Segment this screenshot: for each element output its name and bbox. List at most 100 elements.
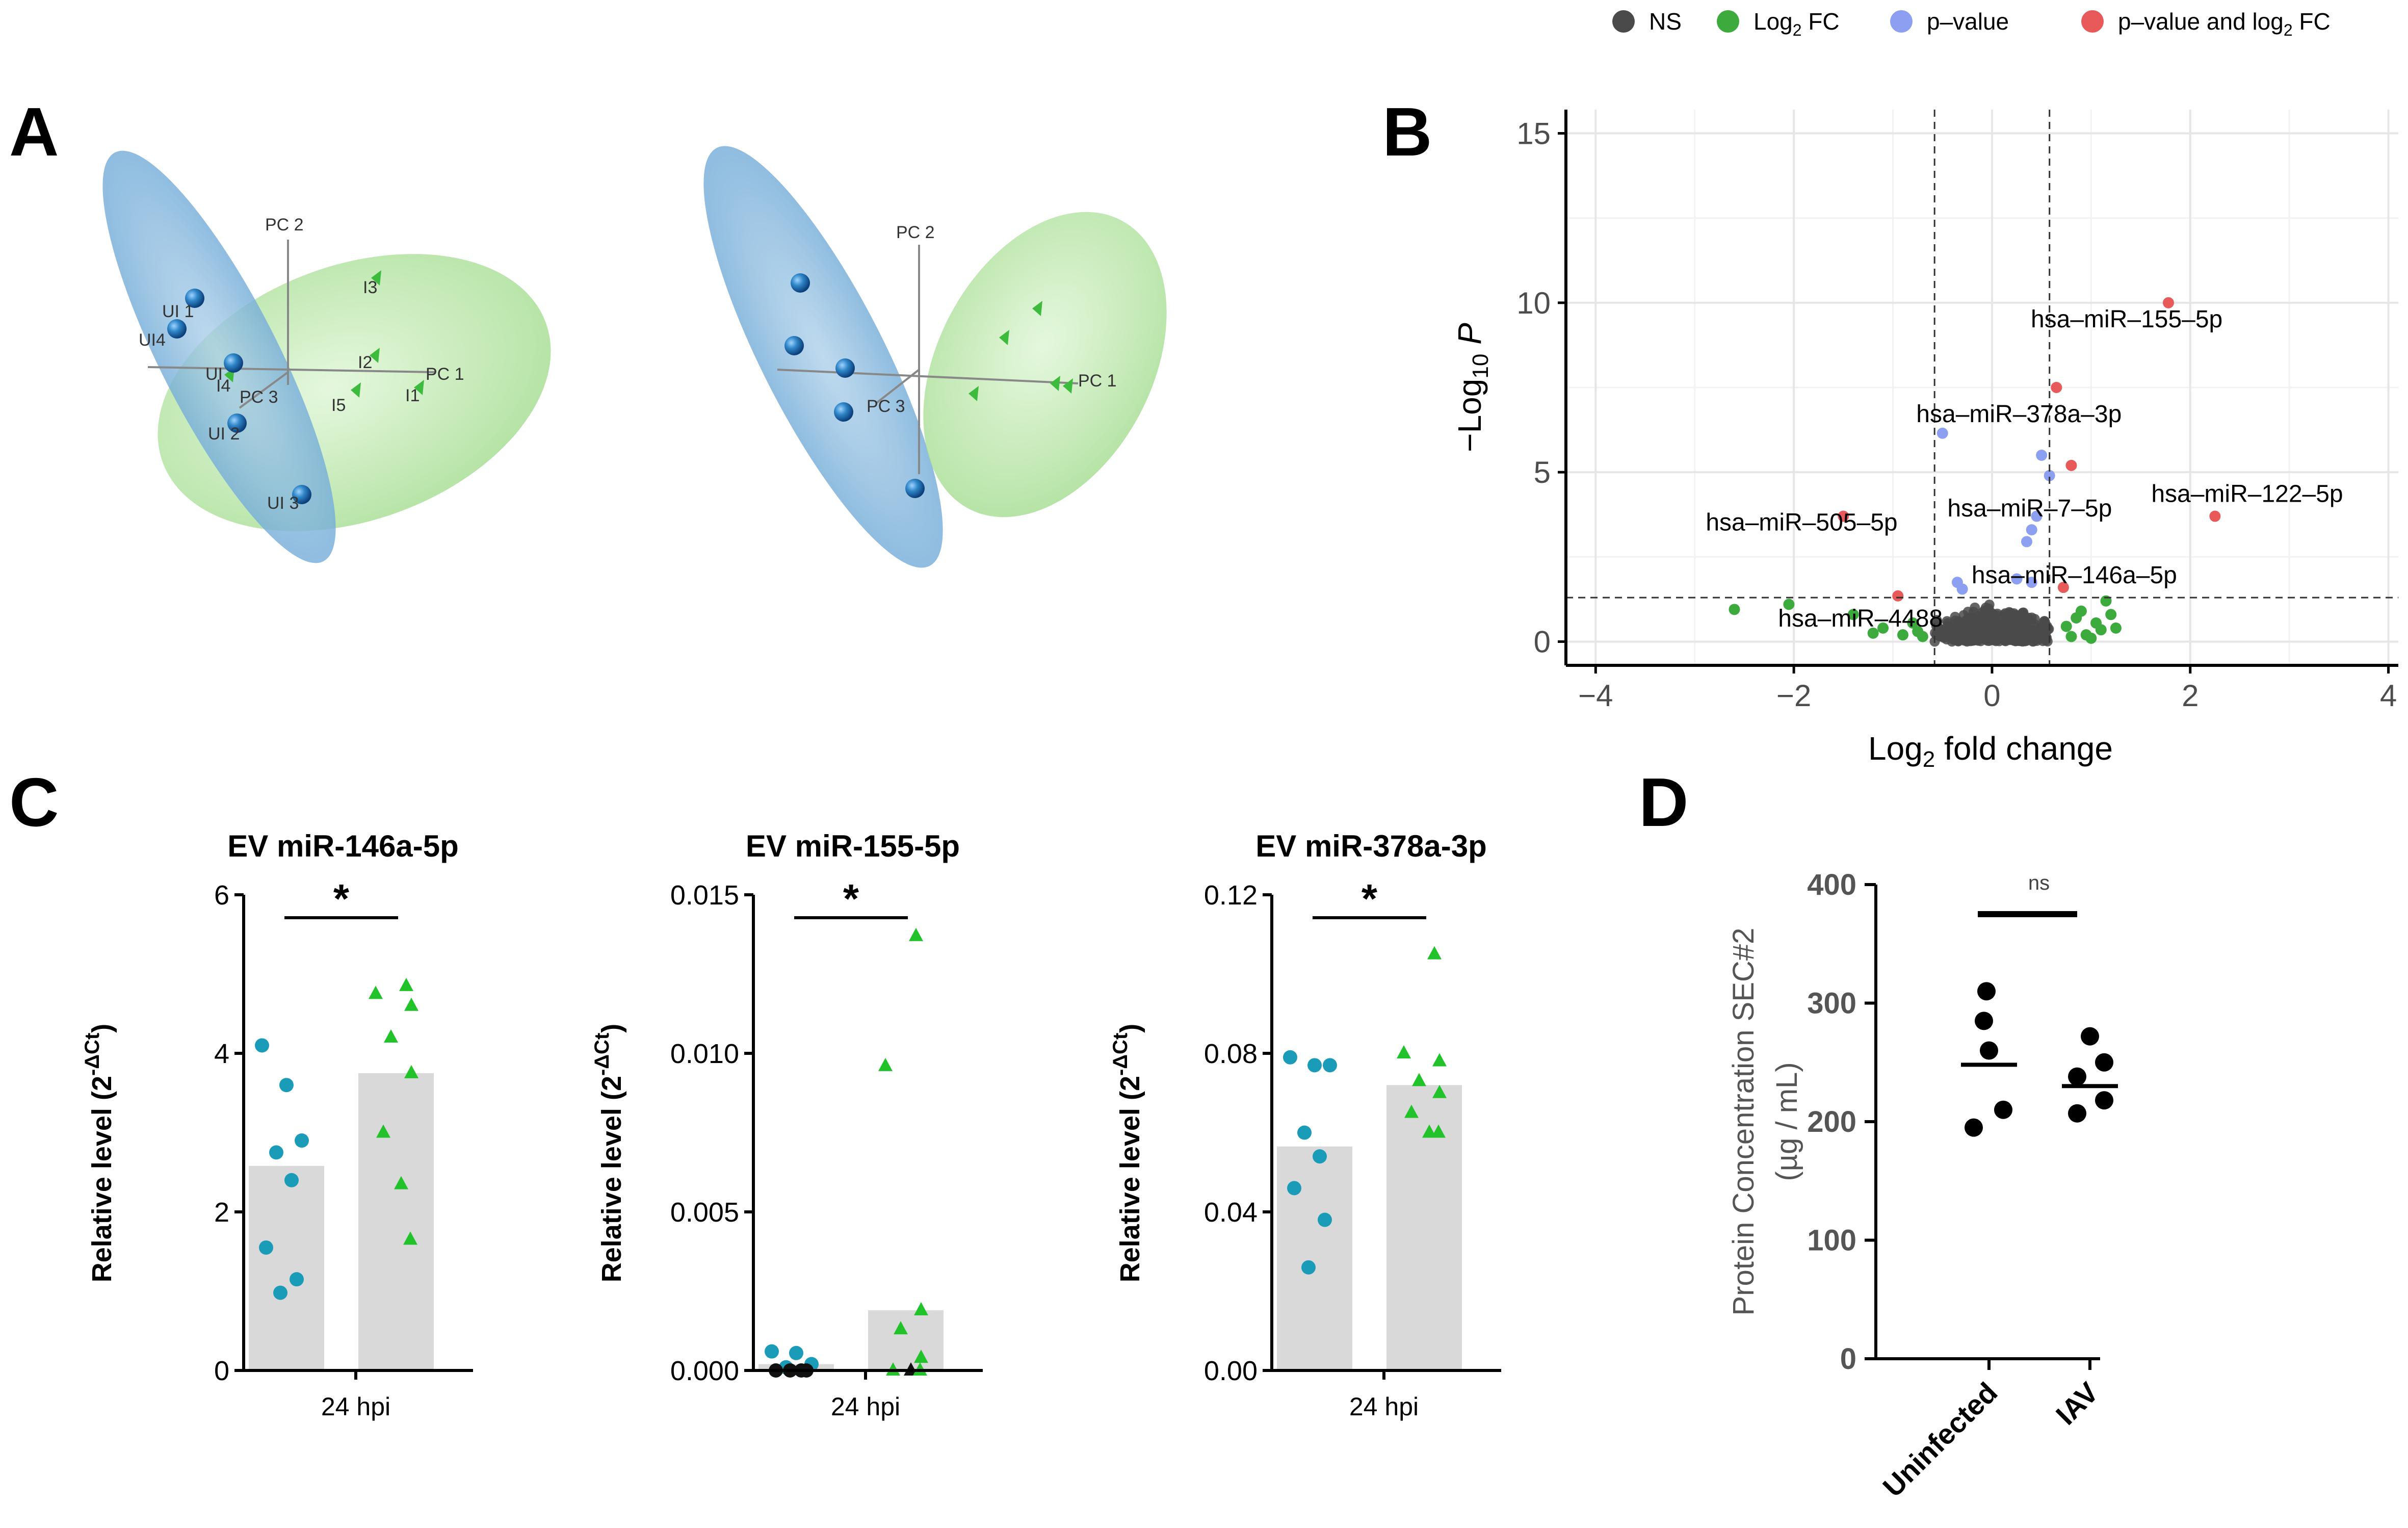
uninfected-point [1301, 1260, 1316, 1275]
uninfected-point [791, 273, 810, 293]
panel-letter-a: A [9, 93, 59, 170]
data-point [2095, 1053, 2113, 1072]
uninfected-point [290, 1272, 304, 1287]
pvalue-point [2031, 510, 2043, 522]
legend-label: Log2 FC [1753, 8, 1840, 39]
y-axis-label-exponent: -ΔCt [591, 1033, 613, 1076]
ns-point [1979, 605, 1990, 616]
legend-label: NS [1649, 8, 1682, 35]
panel-letter-c: C [9, 764, 59, 841]
pc1-axis [777, 369, 1079, 384]
pc1-axis [147, 366, 436, 373]
infected-point [914, 1302, 928, 1315]
legend-marker [2081, 10, 2104, 33]
y-tick-label: 10 [1516, 286, 1551, 320]
chart-title: EV miR-155-5p [746, 829, 960, 863]
pc1-label: PC 1 [1078, 371, 1117, 391]
uninfected-point [784, 336, 804, 355]
y-tick-label: 0.015 [670, 880, 739, 911]
x-category-label: 24 hpi [321, 1392, 390, 1421]
y-tick-label: 6 [214, 880, 229, 911]
infected-point [399, 977, 413, 991]
legend-label: p–value and log2 FC [2118, 8, 2331, 39]
legend-label: p–value [1927, 8, 2009, 35]
pvalue-point [2044, 470, 2055, 481]
y-tick-label: 200 [1807, 1105, 1856, 1138]
ns-point [1962, 607, 1973, 617]
y-axis-label: Relative level (2-ΔCt) [81, 1024, 117, 1283]
infected-point [1404, 1104, 1419, 1118]
pvalue-point [1936, 427, 1948, 439]
pc2-label: PC 2 [896, 223, 935, 242]
data-point [2068, 1104, 2086, 1123]
pvalue-point [2021, 536, 2032, 548]
y-tick-label: 0 [1840, 1342, 1856, 1376]
log2fc-point [1847, 609, 1859, 620]
data-point [1980, 1041, 1998, 1060]
infected-point [1412, 1073, 1426, 1086]
infected-point [394, 1176, 408, 1189]
pc1-label: PC 1 [426, 365, 464, 384]
gene-label: hsa–miR–4488 [1778, 605, 1943, 632]
legend-subscript: 2 [1793, 21, 1802, 39]
y-axis-label-units: (µg / mL) [1770, 1062, 1803, 1181]
infected-point [414, 380, 424, 395]
y-tick-label: 2 [214, 1197, 229, 1228]
y-tick-label: 0 [1534, 625, 1551, 659]
log2fc-point [1897, 629, 1908, 641]
infected-point [369, 986, 383, 999]
infected-point [878, 1057, 893, 1071]
y-tick-label: 0 [214, 1356, 229, 1386]
y-tick-label: 15 [1516, 117, 1551, 151]
y-axis-label-close: ) [596, 1024, 627, 1033]
uninfected-point [167, 319, 187, 339]
legend-marker [1717, 10, 1739, 33]
gene-label: hsa–miR–155–5p [2031, 306, 2222, 333]
uninfected-point [1297, 1125, 1312, 1140]
pvalue-and-fc-point [1838, 510, 1849, 522]
uninfected-ellipse [703, 146, 943, 568]
uninfected-point [835, 358, 855, 378]
legend-label-suffix: FC [2293, 8, 2331, 35]
gene-label: hsa–miR–146a–5p [1972, 562, 2177, 589]
ns-point [1939, 632, 1949, 643]
y-axis-label-exponent: -ΔCt [81, 1033, 103, 1076]
pc3-axis [239, 371, 289, 409]
infected-point [1032, 301, 1042, 316]
pvalue-and-fc-point [2065, 459, 2077, 471]
uninfected-point [1323, 1058, 1337, 1073]
pc3-axis [876, 369, 920, 404]
infected-point [404, 997, 418, 1011]
chart-title: EV miR-378a-3p [1255, 829, 1487, 863]
bar [1386, 1085, 1462, 1370]
infected-point [1397, 1045, 1411, 1058]
uninfected-point [765, 1344, 779, 1359]
infected-point [376, 1124, 390, 1138]
significance-marker: * [1362, 876, 1378, 921]
significance-marker: * [843, 876, 859, 921]
bar [358, 1073, 434, 1370]
uninfected-point [284, 1173, 299, 1187]
pvalue-and-fc-point [2051, 382, 2062, 393]
protein-concentration-plot: 0 100 200 300 400 ns Uninfected IAV Protein Conc… [1727, 868, 2118, 1503]
y-tick-label: 0.00 [1204, 1356, 1258, 1386]
legend-label-suffix: FC [1802, 8, 1840, 35]
pvalue-and-fc-point [2162, 297, 2174, 308]
volcano-y-axis-label: −Log10 P [1451, 323, 1493, 452]
uninfected-point [1307, 1058, 1322, 1073]
significance-marker: ns [2028, 872, 2050, 894]
volcano-axes: −4 −2 0 2 4 0 5 10 15 [1516, 110, 2398, 713]
pc2-label: PC 2 [265, 215, 304, 235]
data-point [2068, 1067, 2086, 1086]
legend-subscript: 2 [2284, 21, 2293, 39]
infected-point [999, 330, 1009, 345]
y-tick-label: 100 [1807, 1224, 1856, 1257]
bar [1277, 1146, 1352, 1370]
infected-point [1422, 1124, 1436, 1138]
y-tick-label: 4 [214, 1039, 229, 1069]
uninfected-point [255, 1038, 269, 1053]
x-category-label: IAV [2050, 1376, 2105, 1431]
infected-label: I4 [216, 376, 230, 396]
data-point [1994, 1100, 2012, 1119]
